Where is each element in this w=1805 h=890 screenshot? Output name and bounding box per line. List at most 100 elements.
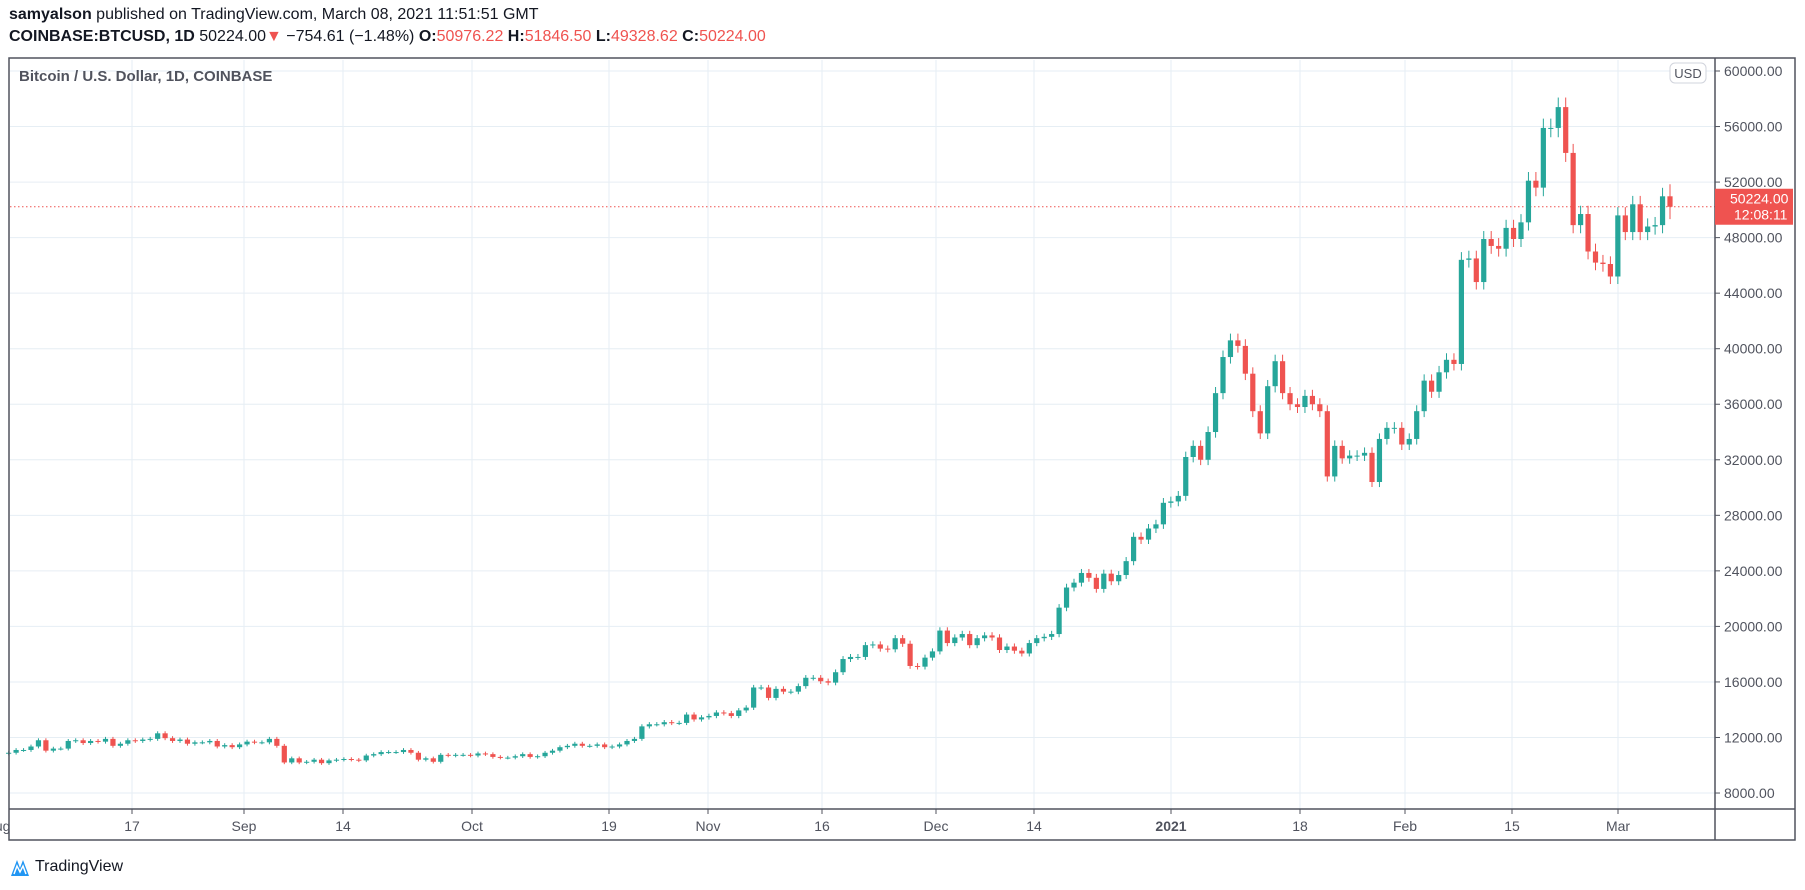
tradingview-logo[interactable]: TradingView — [9, 856, 123, 878]
candle-body — [1049, 634, 1055, 637]
candle-body — [162, 733, 168, 739]
candle — [1369, 447, 1375, 488]
candle-body — [184, 739, 191, 744]
candle-body — [1190, 445, 1196, 458]
candle-body — [207, 740, 213, 743]
candle-body — [579, 743, 585, 746]
high-value: 51846.50 — [524, 28, 592, 45]
candle-body — [1451, 359, 1457, 364]
candle-body — [102, 738, 109, 742]
candle-body — [73, 740, 79, 742]
candle — [929, 648, 936, 661]
candle-body — [1630, 204, 1636, 233]
y-tick-label: 32000.00 — [1724, 452, 1783, 468]
price-change: −754.61 (−1.48%) — [286, 28, 415, 45]
candle-body — [415, 752, 421, 760]
candle — [684, 712, 690, 726]
candle-body — [1466, 258, 1472, 260]
candle — [229, 743, 235, 750]
candle-body — [572, 743, 578, 746]
candle — [721, 710, 727, 716]
candle-body — [1473, 258, 1479, 283]
candle — [1198, 440, 1204, 466]
candle — [1123, 557, 1129, 579]
candle-body — [378, 752, 384, 755]
candle — [1630, 195, 1636, 241]
candle — [1250, 367, 1256, 418]
candle — [95, 738, 101, 744]
candle-body — [1376, 438, 1383, 482]
candle-body — [952, 637, 958, 644]
y-tick-label: 48000.00 — [1724, 230, 1783, 246]
candle-body — [199, 742, 205, 744]
candle — [1570, 143, 1576, 234]
author[interactable]: samyalson — [9, 6, 92, 23]
candle-body — [147, 738, 153, 740]
candle — [922, 654, 928, 670]
candle — [1257, 405, 1263, 440]
candle — [400, 748, 407, 754]
candle-body — [646, 724, 652, 727]
candle-body — [900, 638, 906, 644]
candlestick-chart[interactable]: Bitcoin / U.S. Dollar, 1D, COINBASE 8000… — [0, 0, 1805, 850]
candle-body — [1004, 646, 1010, 651]
candle-body — [1436, 372, 1442, 392]
y-tick-label: 40000.00 — [1724, 341, 1783, 357]
candle-body — [1220, 357, 1226, 394]
candle-body — [289, 758, 295, 763]
candle — [847, 653, 854, 662]
candle-body — [527, 754, 533, 757]
candle — [1414, 405, 1420, 445]
candle-body — [520, 754, 526, 757]
candle — [1429, 374, 1435, 398]
candle — [296, 756, 302, 765]
candle — [1078, 568, 1085, 587]
candle-body — [1503, 227, 1509, 249]
candle-body — [1145, 528, 1152, 540]
candle-body — [43, 740, 49, 751]
currency-badge[interactable]: USD — [1669, 62, 1707, 84]
candle-body — [1101, 573, 1107, 589]
candle-body — [765, 687, 772, 698]
candle-body — [1645, 226, 1651, 233]
y-tick-label: 12000.00 — [1724, 729, 1783, 745]
candle-body — [1041, 636, 1047, 639]
candle-body — [833, 672, 839, 683]
x-tick-label: Aug — [0, 818, 10, 834]
candle — [1481, 231, 1487, 290]
candle-body — [35, 740, 42, 747]
candle-body — [88, 740, 94, 744]
candle — [1242, 339, 1248, 381]
candle-body — [825, 681, 831, 683]
candle-body — [594, 744, 600, 746]
candle — [1548, 118, 1554, 138]
candle-body — [914, 665, 921, 667]
candle-body — [929, 651, 936, 658]
candle — [728, 710, 734, 719]
last-price-label: 50224.00 12:08:11 — [1715, 188, 1793, 225]
candle — [222, 743, 228, 749]
candle-body — [132, 740, 138, 742]
candle — [669, 720, 675, 726]
candle-body — [721, 712, 727, 714]
candle-body — [80, 740, 86, 744]
candle-body — [803, 677, 809, 687]
candle-body — [728, 713, 734, 716]
candle — [1294, 398, 1301, 413]
candle-body — [1555, 107, 1561, 128]
candle — [445, 753, 451, 758]
candle — [207, 738, 213, 745]
candle — [415, 750, 421, 762]
candle-body — [1622, 215, 1628, 233]
candle — [974, 635, 980, 649]
candle-body — [65, 740, 71, 749]
candle — [1615, 207, 1621, 285]
candle-body — [877, 644, 883, 649]
candle — [214, 738, 220, 749]
candle — [475, 751, 481, 758]
candle-body — [386, 752, 392, 754]
candle — [1183, 451, 1189, 501]
candle — [1086, 568, 1092, 582]
candle — [1287, 387, 1293, 411]
candle — [557, 745, 563, 753]
